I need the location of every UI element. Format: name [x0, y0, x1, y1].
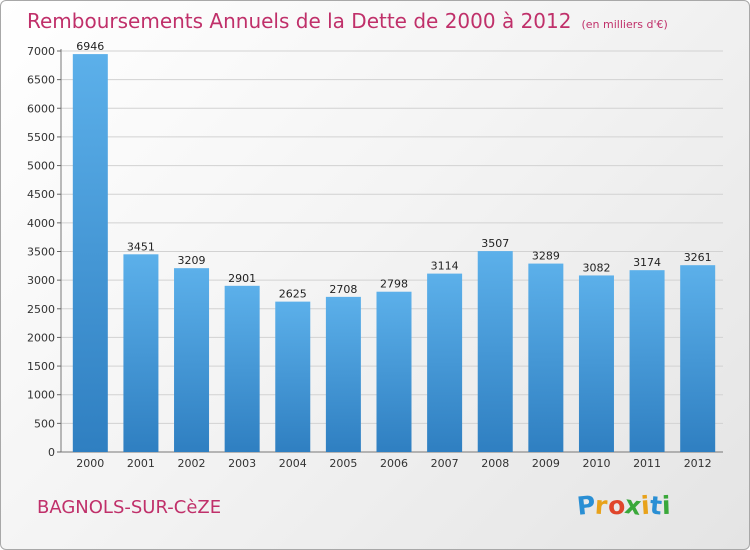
y-tick-label: 3000: [27, 274, 55, 287]
bar: [72, 54, 108, 452]
x-tick-label: 2012: [684, 457, 712, 470]
chart-subtitle: (en milliers d'€): [581, 18, 668, 31]
bar: [477, 251, 513, 452]
data-label: 2625: [279, 288, 307, 301]
y-tick-label: 2500: [27, 303, 55, 316]
y-tick-label: 1500: [27, 360, 55, 373]
bar: [174, 268, 210, 452]
x-tick-label: 2005: [329, 457, 357, 470]
y-tick-label: 0: [48, 446, 55, 459]
chart-title: Remboursements Annuels de la Dette de 20…: [27, 9, 668, 33]
data-label: 3114: [431, 260, 459, 273]
logo-letter: t: [648, 490, 663, 521]
data-label: 3174: [633, 256, 661, 269]
data-label: 2708: [329, 283, 357, 296]
x-tick-label: 2011: [633, 457, 661, 470]
y-tick-label: 2000: [27, 331, 55, 344]
x-tick-label: 2003: [228, 457, 256, 470]
bars: [72, 54, 716, 452]
bar: [123, 254, 159, 452]
bar: [680, 265, 716, 452]
y-tick-label: 500: [34, 417, 55, 430]
bar: [528, 263, 564, 452]
data-label: 3451: [127, 240, 155, 253]
bar: [629, 270, 665, 452]
logo-letter: i: [661, 490, 671, 521]
x-tick-label: 2010: [582, 457, 610, 470]
y-tick-label: 6500: [27, 74, 55, 87]
x-tick-label: 2004: [279, 457, 307, 470]
data-label: 3507: [481, 237, 509, 250]
x-tick-label: 2002: [178, 457, 206, 470]
data-label: 2901: [228, 272, 256, 285]
bar: [325, 296, 361, 452]
data-label: 2798: [380, 278, 408, 291]
x-tick-labels: 2000 2001 2002 2003 2004 2005 2006 2007 2008 2009…: [76, 457, 711, 470]
x-tick-label: 2001: [127, 457, 155, 470]
y-tick-label: 1000: [27, 389, 55, 402]
location-name: BAGNOLS-SUR-CèZE: [37, 497, 222, 518]
value-labels: 6946 3451 3209 2901 2625 2708 2798 3114 3507 3289…: [76, 40, 711, 301]
bar: [578, 275, 614, 452]
y-tick-labels: 0 500 1000 1500 2000 2500 3000 3500 4000 4500 5000…: [27, 45, 61, 459]
data-label: 3209: [178, 254, 206, 267]
bar: [224, 285, 260, 452]
bar: [275, 301, 311, 452]
data-label: 6946: [76, 40, 104, 53]
y-tick-label: 4500: [27, 188, 55, 201]
y-tick-label: 6000: [27, 102, 55, 115]
proxiti-logo[interactable]: Proxiti: [576, 490, 671, 521]
y-tick-label: 5500: [27, 131, 55, 144]
x-tick-label: 2008: [481, 457, 509, 470]
chart-title-text: Remboursements Annuels de la Dette de 20…: [27, 9, 572, 33]
data-label: 3261: [684, 251, 712, 264]
data-label: 3082: [582, 261, 610, 274]
data-label: 3289: [532, 250, 560, 263]
bar: [427, 273, 463, 452]
x-tick-label: 2000: [76, 457, 104, 470]
y-tick-label: 5000: [27, 160, 55, 173]
y-tick-label: 7000: [27, 45, 55, 58]
x-tick-label: 2009: [532, 457, 560, 470]
x-tick-label: 2006: [380, 457, 408, 470]
y-tick-label: 4000: [27, 217, 55, 230]
y-tick-label: 3500: [27, 246, 55, 259]
x-tick-label: 2007: [431, 457, 459, 470]
bar: [376, 291, 412, 452]
